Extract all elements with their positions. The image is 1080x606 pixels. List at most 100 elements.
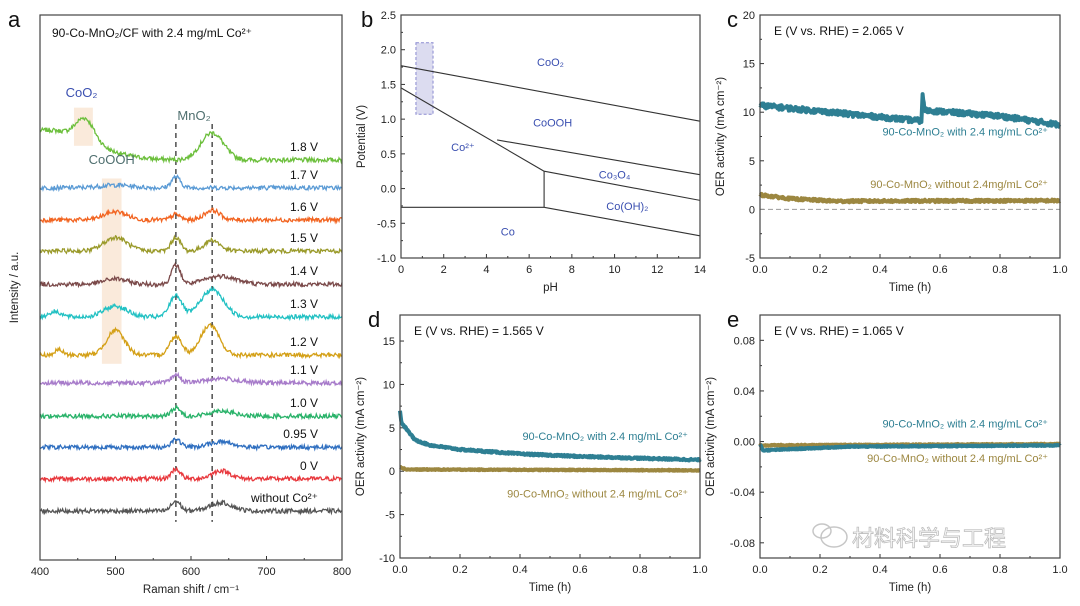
series-line (398, 410, 702, 463)
y-tick-label: -5 (385, 510, 395, 522)
trace-label: 1.1 V (290, 363, 318, 377)
x-tick-label: 0.4 (872, 564, 887, 576)
y-tick-label: 5 (749, 156, 755, 168)
series-label: 90-Co-MnO₂ without 2.4mg/mL Co²⁺ (870, 179, 1048, 191)
y-tick-label: 0.00 (734, 437, 755, 449)
y-tick-label: 0.5 (381, 149, 396, 161)
phase-boundary (497, 139, 701, 176)
raman-trace (39, 437, 343, 452)
phase-label: CoO₂ (537, 57, 564, 69)
x-tick-label: 0.8 (632, 564, 647, 576)
phase-boundary (400, 65, 701, 122)
x-tick-label: 1.0 (1052, 564, 1067, 576)
y-tick-label: -10 (379, 553, 395, 565)
trace-label: 0 V (300, 459, 318, 473)
condition-annotation: E (V vs. RHE) = 1.565 V (414, 324, 544, 338)
x-tick-label: 0.0 (752, 264, 767, 276)
trace-label: 1.2 V (290, 335, 318, 349)
y-axis-label: OER activity (mA cm⁻²) (715, 77, 727, 196)
panel-label: d (368, 307, 380, 332)
x-tick-label: 1.0 (1052, 264, 1067, 276)
watermark-text: 材料科学与工程 (852, 526, 1006, 551)
trace-label: 0.95 V (283, 427, 318, 441)
raman-trace (39, 466, 343, 484)
x-tick-label: 0.8 (992, 264, 1007, 276)
trace-label: 1.7 V (290, 168, 318, 182)
highlight-region (415, 42, 434, 115)
raman-trace (39, 498, 343, 516)
peak-annotation: CoOOH (89, 152, 135, 167)
y-tick-label: 10 (383, 379, 395, 391)
x-tick-label: 0.0 (752, 564, 767, 576)
x-axis-label: Time (h) (889, 282, 932, 294)
x-tick-label: 0 (398, 264, 404, 276)
x-tick-label: 0.8 (992, 564, 1007, 576)
highlight-band (101, 178, 122, 364)
peak-annotation: MnO₂ (177, 108, 210, 123)
watermark: 材料科学与工程 (812, 523, 1006, 551)
y-tick-label: 0.0 (381, 184, 396, 196)
x-tick-label: 0.0 (392, 564, 407, 576)
x-tick-label: 0.4 (512, 564, 527, 576)
x-tick-label: 600 (182, 566, 200, 578)
panel-label: c (727, 7, 738, 32)
phase-label: Co(OH)₂ (606, 201, 648, 213)
y-tick-label: -0.5 (377, 218, 396, 230)
y-tick-label: 10 (743, 107, 755, 119)
series-line (758, 442, 1062, 453)
panel-title: 90-Co-MnO₂/CF with 2.4 mg/mL Co²⁺ (52, 26, 252, 40)
y-tick-label: 1.5 (381, 79, 396, 91)
x-axis-label: Time (h) (889, 582, 932, 594)
x-axis-label: Time (h) (529, 582, 572, 594)
phase-label: Co²⁺ (451, 142, 475, 154)
y-tick-label: 0.08 (734, 335, 755, 347)
raman-trace (39, 261, 343, 289)
x-tick-label: 0.6 (572, 564, 587, 576)
condition-annotation: E (V vs. RHE) = 1.065 V (774, 324, 904, 338)
x-tick-label: 800 (333, 566, 351, 578)
phase-label: CoOOH (533, 118, 572, 130)
x-tick-label: 8 (569, 264, 575, 276)
highlight-band (73, 107, 93, 146)
plot-frame (399, 314, 701, 559)
trace-label: 1.8 V (290, 140, 318, 154)
phase-label: Co (501, 227, 515, 239)
raman-trace (39, 371, 343, 388)
y-tick-label: -1.0 (377, 253, 396, 265)
phase-boundary (543, 206, 701, 237)
trace-label: without Co²⁺ (250, 491, 318, 505)
plot-frame (400, 14, 701, 259)
x-tick-label: 10 (608, 264, 620, 276)
wechat-icon (820, 526, 848, 548)
x-tick-label: 14 (694, 264, 706, 276)
raman-trace (39, 234, 343, 256)
x-tick-label: 700 (257, 566, 275, 578)
x-tick-label: 0.2 (812, 264, 827, 276)
panel-e: e 0.0 0.2 0.4 0.6 0.8 1.0 -0.08 -0.04 0.00 0.04 0.0… (705, 307, 1068, 594)
raman-trace (39, 174, 343, 193)
raman-trace (39, 405, 343, 421)
x-tick-label: 500 (106, 566, 124, 578)
series-line (758, 191, 1062, 205)
y-tick-label: 15 (383, 336, 395, 348)
x-tick-label: 0.2 (452, 564, 467, 576)
series-line (758, 92, 1062, 129)
raman-trace (39, 322, 343, 360)
plot-frame (39, 14, 343, 561)
x-tick-label: 6 (526, 264, 532, 276)
series-line (398, 465, 702, 473)
trace-label: 1.5 V (290, 231, 318, 245)
series-label: 90-Co-MnO₂ without 2.4 mg/mL Co²⁺ (867, 453, 1048, 465)
panel-d: d 0.0 0.2 0.4 0.6 0.8 1.0 -10 -5 0 5 10 15 Time (h) OE… (355, 307, 708, 594)
x-tick-label: 0.4 (872, 264, 887, 276)
x-tick-label: 2 (441, 264, 447, 276)
x-axis-label: pH (543, 282, 558, 294)
series-label: 90-Co-MnO₂ with 2.4 mg/mL Co²⁺ (882, 419, 1048, 431)
raman-trace (39, 116, 343, 165)
wechat-icon-bubble (812, 523, 832, 539)
x-tick-label: 0.6 (932, 264, 947, 276)
y-tick-label: -5 (745, 253, 755, 265)
panel-b: b 0 2 4 6 8 10 12 14 -1.0 -0.5 0.0 0.5 1.0 1.5 2.0 2.5 pH… (356, 7, 706, 294)
raman-trace (39, 285, 343, 322)
